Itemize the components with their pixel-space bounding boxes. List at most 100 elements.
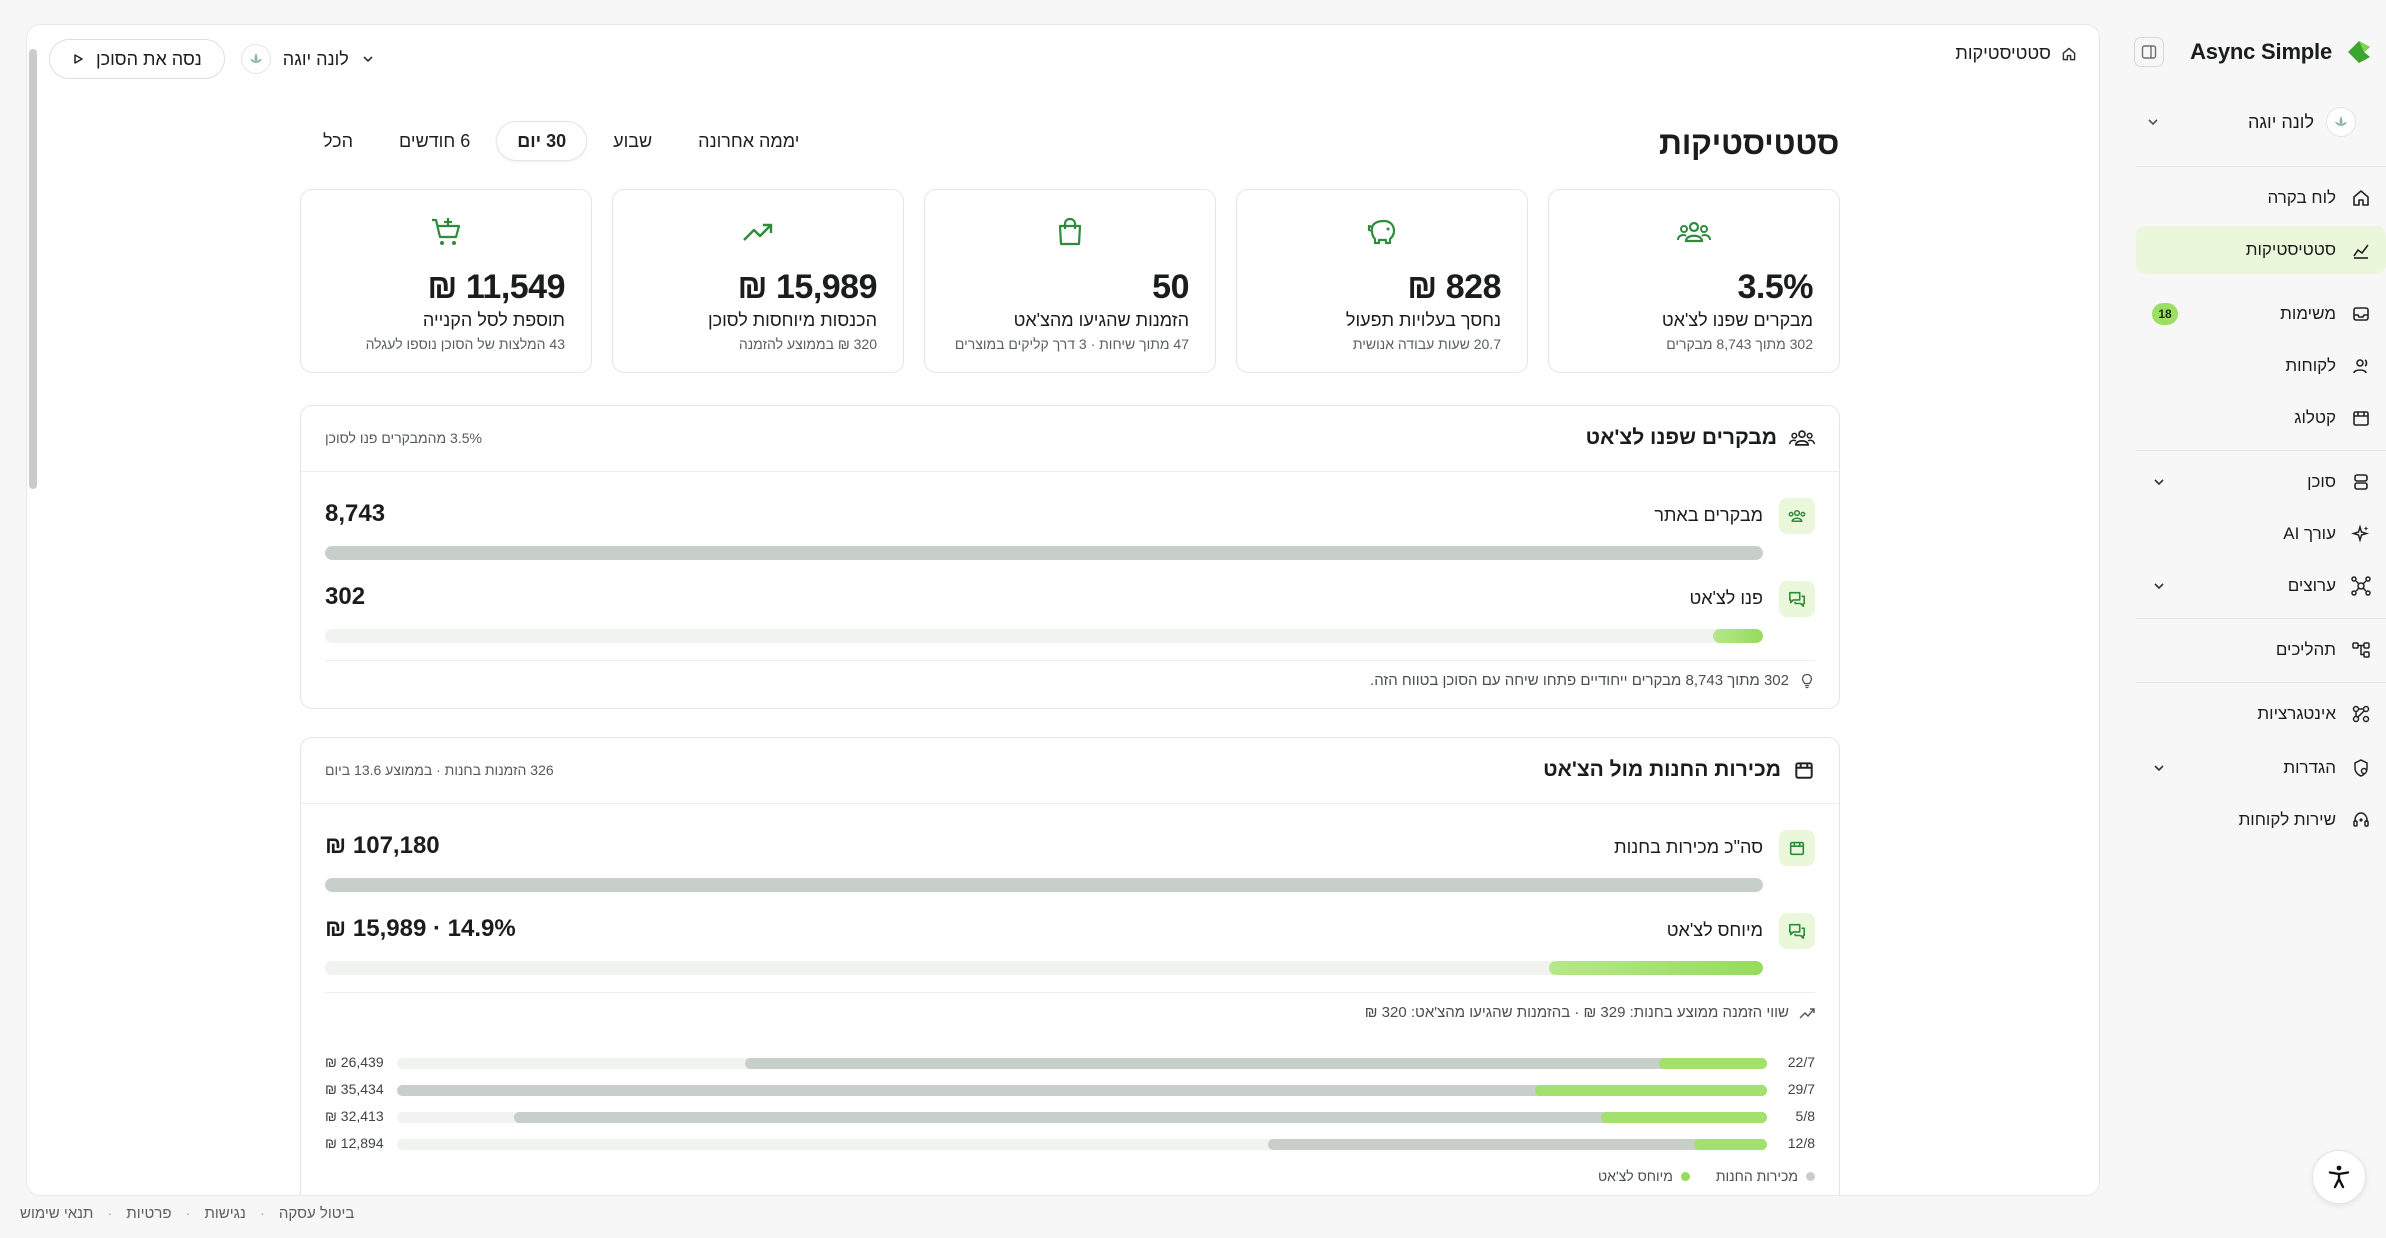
sidebar-item-label: שירות לקוחות <box>2238 810 2336 829</box>
sidebar-item-customers[interactable]: לקוחות <box>2136 342 2386 390</box>
legend-label: מכירות החנות <box>1715 1168 1798 1184</box>
chevron-down-icon <box>363 56 373 63</box>
legend-item-chat: מיוחס לצ'אט <box>1598 1168 1690 1184</box>
sidebar-item-ai-editor[interactable]: עורך AI <box>2136 510 2386 558</box>
legend-item-store: מכירות החנות <box>1716 1168 1815 1184</box>
footer-separator: · <box>185 1205 191 1222</box>
period-tab-week[interactable]: שבוע <box>613 130 653 151</box>
sidebar-item-dashboard[interactable]: לוח בקרה <box>2136 174 2386 222</box>
week-chat-bar <box>1600 1112 1767 1123</box>
stat-sub: 20.7 שעות עבודה אנושית <box>1352 336 1501 352</box>
chat-icon <box>1779 913 1815 949</box>
home-icon <box>2350 187 2372 209</box>
sparkle-icon <box>2350 523 2372 545</box>
metric-value: 302 <box>325 583 366 610</box>
sidebar-item-tasks[interactable]: משימות 18 <box>2136 290 2386 338</box>
sidebar-item-support[interactable]: שירות לקוחות <box>2136 796 2386 844</box>
stat-label: נחסך בעלויות תפעול <box>1345 310 1501 330</box>
section-title: מכירות החנות מול הצ'אט <box>1543 758 1815 782</box>
stat-value: 3.5% <box>1737 268 1814 306</box>
metric-value: 8,743 <box>325 500 386 527</box>
org-selector[interactable]: לונה יוגה <box>240 44 375 74</box>
week-row: 5/8 32,413 ₪ <box>325 1108 1815 1126</box>
week-label: 22/7 <box>1787 1054 1815 1070</box>
section-title-text: מבקרים שפנו לצ'אט <box>1585 426 1777 449</box>
stat-sub: 43 המלצות של הסוכן נוספו לעגלה <box>365 336 565 352</box>
scrollbar[interactable] <box>29 49 37 489</box>
chevron-down-icon[interactable] <box>2152 579 2166 593</box>
sidebar-item-settings[interactable]: הגדרות <box>2136 744 2386 792</box>
brand-header: Async Simple <box>2134 30 2374 74</box>
try-agent-button[interactable]: נסה את הסוכן <box>49 39 225 79</box>
integration-icon <box>2350 703 2372 725</box>
inbox-icon <box>2350 303 2372 325</box>
account-name: לונה יוגה <box>2248 111 2314 132</box>
week-chat-bar <box>1693 1139 1767 1150</box>
week-bar-track <box>397 1058 1767 1069</box>
week-label: 5/8 <box>1795 1108 1815 1124</box>
topbar-actions: לונה יוגה נסה את הסוכן <box>49 39 375 79</box>
section-title-text: מכירות החנות מול הצ'אט <box>1543 758 1781 781</box>
stat-value: 11,549 ₪ <box>427 268 565 306</box>
progress-track <box>325 961 1763 975</box>
legend-label: מיוחס לצ'אט <box>1598 1168 1673 1184</box>
stat-label: מבקרים שפנו לצ'אט <box>1661 310 1813 330</box>
stat-card-chat-orders: 50 הזמנות שהגיעו מהצ'אט 47 מתוך שיחות · … <box>924 189 1216 373</box>
sidebar-item-label: תהליכים <box>2275 640 2336 659</box>
account-avatar <box>2326 107 2356 137</box>
users-group-icon <box>1779 498 1815 534</box>
brand-logo-icon <box>2348 41 2370 63</box>
sidebar-item-channels[interactable]: ערוצים <box>2136 562 2386 610</box>
footer-link-cancel-transaction[interactable]: ביטול עסקה <box>278 1205 355 1222</box>
sidebar-toggle-icon <box>2141 45 2157 59</box>
section-title: מבקרים שפנו לצ'אט <box>1586 426 1815 450</box>
progress-fill <box>325 878 1763 892</box>
account-switcher[interactable]: לונה יוגה <box>2146 102 2356 142</box>
home-icon[interactable] <box>2061 46 2077 62</box>
section-insight: 302 מתוך 8,743 מבקרים ייחודיים פתחו שיחה… <box>325 660 1815 700</box>
sidebar: Async Simple לונה יוגה לוח בקרה סטטיסטיק… <box>2120 0 2386 1238</box>
sidebar-item-catalog[interactable]: קטלוג <box>2136 394 2386 442</box>
page-title: סטטיסטיקות <box>1659 125 1839 161</box>
stat-card-cart-addition: 11,549 ₪ תוספת לסל הקנייה 43 המלצות של ה… <box>300 189 592 373</box>
store-icon <box>2350 407 2372 429</box>
users-group-icon <box>1676 214 1712 250</box>
sidebar-item-agent[interactable]: סוכן <box>2136 458 2386 506</box>
week-bar-track <box>397 1112 1767 1123</box>
footer-link-privacy[interactable]: פרטיות <box>126 1205 172 1222</box>
brand[interactable]: Async Simple <box>2190 37 2374 67</box>
week-amount: 26,439 ₪ <box>325 1054 384 1070</box>
trending-up-icon <box>1799 1007 1815 1018</box>
brand-name: Async Simple <box>2190 39 2332 64</box>
period-tab-30-days[interactable]: 30 יום <box>496 121 588 161</box>
chevron-down-icon[interactable] <box>2152 761 2166 775</box>
section-header: מבקרים שפנו לצ'אט 3.5% מהמבקרים פנו לסוכ… <box>301 406 1839 472</box>
progress-track <box>325 629 1763 643</box>
sidebar-item-label: סוכן <box>2307 472 2336 491</box>
footer-separator: · <box>107 1205 113 1222</box>
sidebar-item-label: קטלוג <box>2294 408 2336 427</box>
headset-icon <box>2350 809 2372 831</box>
accessibility-icon <box>2328 1165 2350 1189</box>
chevron-down-icon[interactable] <box>2152 475 2166 489</box>
footer-link-accessibility[interactable]: נגישות <box>204 1205 246 1222</box>
period-tab-all[interactable]: הכל <box>323 130 354 151</box>
sidebar-item-label: לוח בקרה <box>2267 188 2336 207</box>
period-tab-6-months[interactable]: 6 חודשים <box>399 130 471 151</box>
sidebar-item-workflows[interactable]: תהליכים <box>2136 626 2386 674</box>
footer-link-terms[interactable]: תנאי שימוש <box>20 1205 94 1222</box>
breadcrumb-current: סטטיסטיקות <box>1955 43 2051 63</box>
period-tab-last-day[interactable]: יממה אחרונה <box>698 130 800 151</box>
week-bar-track <box>397 1139 1767 1150</box>
avg-order-note: שווי הזמנה ממוצע בחנות: 329 ₪ · בהזמנות … <box>325 992 1815 1032</box>
sidebar-divider <box>2136 618 2386 619</box>
sidebar-item-statistics[interactable]: סטטיסטיקות <box>2136 226 2386 274</box>
collapse-sidebar-button[interactable] <box>2134 37 2164 67</box>
store-icon <box>1779 830 1815 866</box>
week-store-bar <box>397 1085 1767 1096</box>
week-chat-bar <box>1658 1058 1767 1069</box>
accessibility-button[interactable] <box>2312 1150 2366 1204</box>
progress-track <box>325 878 1763 892</box>
sidebar-item-integrations[interactable]: אינטגרציות <box>2136 690 2386 738</box>
store-icon <box>1795 762 1813 779</box>
